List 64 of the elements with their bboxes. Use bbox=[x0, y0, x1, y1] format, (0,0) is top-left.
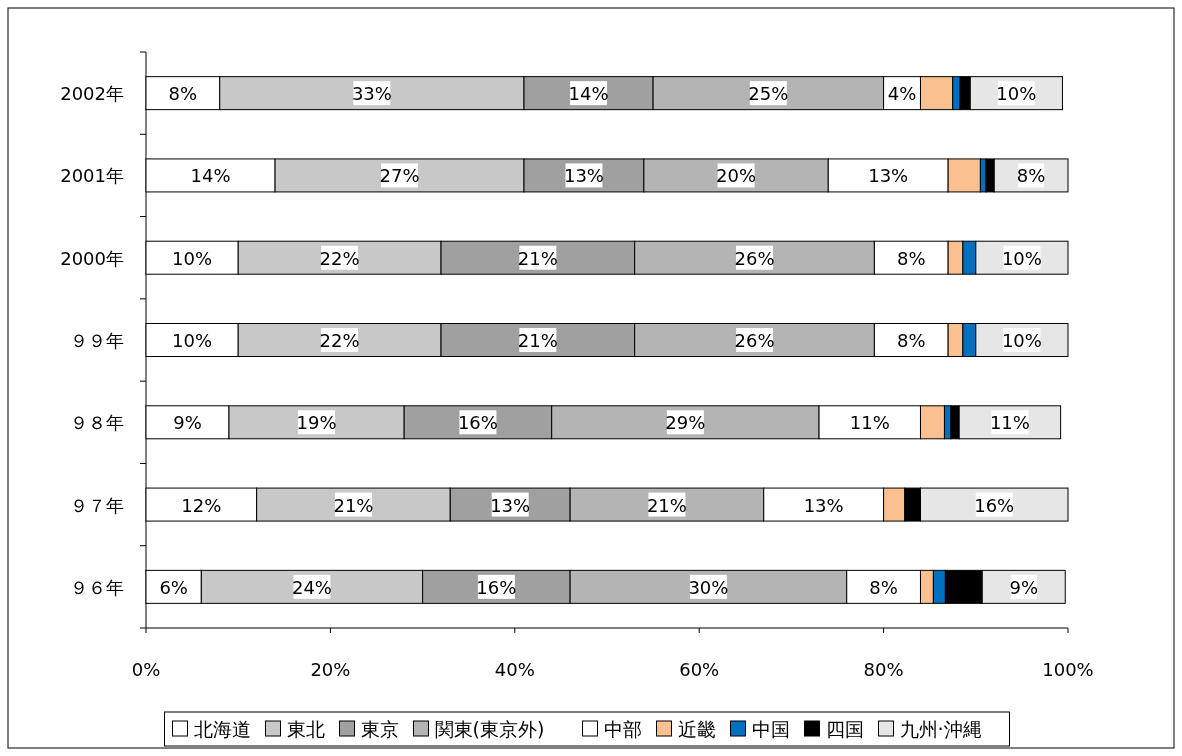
data-label: 22% bbox=[319, 247, 360, 269]
data-label: 26% bbox=[734, 330, 775, 351]
data-label: 10% bbox=[1001, 247, 1042, 269]
data-label: 9% bbox=[173, 412, 202, 434]
legend-label: 北海道 bbox=[193, 718, 251, 740]
y-tick-label: 2002年 bbox=[60, 83, 124, 105]
data-label: 16% bbox=[974, 494, 1015, 516]
x-tick-label: 80% bbox=[863, 659, 904, 680]
data-label: 8% bbox=[869, 576, 898, 598]
y-tick-label: ９７年 bbox=[70, 494, 124, 516]
data-label: 13% bbox=[563, 165, 604, 187]
y-tick-label: 2000年 bbox=[60, 247, 124, 269]
data-label: 30% bbox=[688, 576, 729, 598]
data-label: 25% bbox=[748, 83, 789, 105]
data-label: 11% bbox=[849, 412, 890, 434]
data-label: 29% bbox=[665, 412, 706, 434]
legend-label: 近畿 bbox=[677, 718, 716, 740]
y-tick-label: 2001年 bbox=[60, 165, 124, 187]
data-label: 16% bbox=[457, 412, 498, 434]
x-tick-label: 20% bbox=[310, 659, 351, 680]
x-tick-label: 0% bbox=[131, 659, 161, 680]
data-label: 8% bbox=[168, 83, 198, 105]
data-label: 10% bbox=[996, 83, 1037, 105]
data-label: 24% bbox=[291, 576, 332, 598]
data-label: 14% bbox=[568, 83, 609, 105]
data-label: 21% bbox=[333, 494, 374, 516]
data-label: 16% bbox=[476, 576, 517, 598]
data-label: 13% bbox=[868, 165, 909, 187]
legend-label: 四国 bbox=[825, 718, 864, 740]
data-label: 27% bbox=[379, 165, 420, 187]
data-label: 21% bbox=[517, 330, 558, 351]
x-tick-label: 60% bbox=[679, 659, 720, 680]
data-label: 33% bbox=[351, 83, 392, 105]
data-label: 13% bbox=[803, 494, 844, 516]
data-label: 8% bbox=[896, 330, 926, 351]
data-label: 6% bbox=[159, 576, 188, 598]
legend-label: 東京 bbox=[360, 718, 399, 740]
legend-label: 中国 bbox=[751, 718, 790, 740]
data-label: 8% bbox=[896, 247, 926, 269]
x-tick-label: 40% bbox=[494, 659, 535, 680]
legend-label: 中部 bbox=[603, 718, 642, 740]
data-label: 12% bbox=[181, 494, 222, 516]
data-label: 26% bbox=[734, 247, 775, 269]
data-label: 10% bbox=[1001, 330, 1042, 351]
data-label: 10% bbox=[172, 247, 213, 269]
y-tick-label: ９８年 bbox=[70, 412, 124, 434]
x-tick-label: 100% bbox=[1042, 659, 1094, 680]
y-tick-label: ９６年 bbox=[70, 576, 124, 598]
y-tick-label: ９９年 bbox=[70, 330, 124, 351]
data-label: 8% bbox=[1016, 165, 1046, 187]
legend-label: 九州·沖縄 bbox=[899, 718, 982, 740]
data-label: 20% bbox=[716, 165, 757, 187]
legend-label: 関東(東京外) bbox=[434, 718, 545, 740]
data-label: 22% bbox=[319, 330, 360, 351]
data-label: 21% bbox=[517, 247, 558, 269]
data-label: 13% bbox=[490, 494, 531, 516]
data-label: 14% bbox=[190, 165, 231, 187]
data-label: 19% bbox=[296, 412, 337, 434]
data-label: 4% bbox=[887, 83, 917, 105]
data-label: 10% bbox=[172, 330, 213, 351]
data-label: 9% bbox=[1009, 576, 1039, 598]
data-label: 11% bbox=[989, 412, 1030, 434]
legend-label: 東北 bbox=[286, 718, 325, 740]
data-label: 21% bbox=[646, 494, 687, 516]
